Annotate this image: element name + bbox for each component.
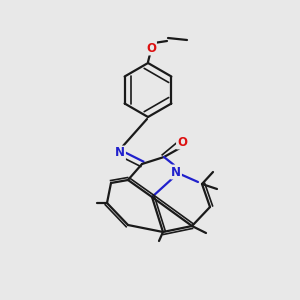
Text: O: O bbox=[146, 41, 156, 55]
Text: O: O bbox=[177, 136, 187, 148]
Text: N: N bbox=[115, 146, 125, 160]
Text: N: N bbox=[171, 166, 181, 178]
